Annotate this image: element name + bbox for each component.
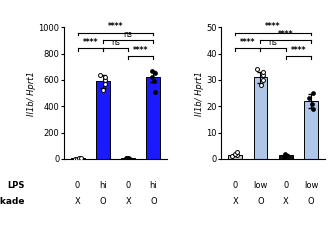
Text: ****: **** (133, 46, 148, 55)
Point (234, 151, 239, 154)
Text: O: O (257, 197, 264, 206)
Point (153, 90, 158, 94)
Point (77, 157, 82, 160)
Text: ****: **** (291, 46, 306, 55)
Point (260, 70, 265, 74)
Text: ****: **** (108, 22, 123, 32)
Text: ns: ns (269, 38, 277, 47)
Text: ****: **** (240, 38, 256, 47)
Text: O: O (308, 197, 314, 206)
Text: ns: ns (111, 38, 120, 47)
Point (310, 107, 316, 111)
Text: X: X (75, 197, 80, 206)
Point (307, 96, 312, 100)
Point (281, 154, 287, 158)
Point (152, 72, 158, 75)
Text: X: X (125, 197, 131, 206)
Point (97, 74, 103, 77)
Point (125, 156, 130, 160)
Point (230, 154, 235, 158)
Point (76, 157, 82, 160)
Bar (146, 77, 160, 159)
Text: low: low (253, 181, 268, 190)
Text: low: low (304, 181, 318, 190)
Text: TLR4 Blockade: TLR4 Blockade (0, 197, 24, 206)
Point (103, 82, 108, 86)
Point (283, 153, 288, 157)
Point (152, 79, 157, 83)
Bar (279, 155, 293, 159)
Point (103, 78, 108, 82)
Y-axis label: Il1b/ Hprt1: Il1b/ Hprt1 (27, 71, 36, 116)
Bar (228, 155, 242, 159)
Point (282, 152, 288, 155)
Bar (304, 101, 318, 159)
Bar (71, 158, 84, 159)
Text: ****: **** (278, 30, 293, 39)
Point (124, 156, 129, 159)
Point (149, 75, 154, 79)
Text: 0: 0 (283, 181, 288, 190)
Text: hi: hi (99, 181, 107, 190)
Text: O: O (99, 197, 106, 206)
Text: 0: 0 (75, 181, 80, 190)
Text: ****: **** (82, 38, 98, 47)
Point (125, 156, 131, 160)
Point (72, 157, 77, 160)
Point (74, 157, 80, 160)
Point (232, 152, 238, 155)
Point (234, 153, 240, 157)
Point (78, 156, 83, 160)
Point (309, 102, 315, 105)
Text: hi: hi (149, 181, 157, 190)
Text: 0: 0 (126, 181, 131, 190)
Y-axis label: Il1b/ Hprt1: Il1b/ Hprt1 (195, 71, 204, 116)
Text: ****: **** (265, 22, 281, 32)
Text: X: X (283, 197, 289, 206)
Text: 0: 0 (232, 181, 238, 190)
Point (255, 68, 260, 71)
Point (124, 157, 129, 160)
Bar (121, 158, 135, 159)
Point (149, 69, 155, 72)
Point (260, 78, 266, 82)
Bar (254, 77, 267, 159)
Point (310, 91, 316, 95)
Text: X: X (232, 197, 238, 206)
Bar (96, 81, 110, 159)
Point (260, 73, 266, 76)
Point (102, 75, 108, 79)
Text: LPS: LPS (7, 181, 24, 190)
Point (101, 89, 106, 92)
Text: O: O (150, 197, 157, 206)
Text: ns: ns (124, 30, 133, 39)
Point (258, 83, 264, 87)
